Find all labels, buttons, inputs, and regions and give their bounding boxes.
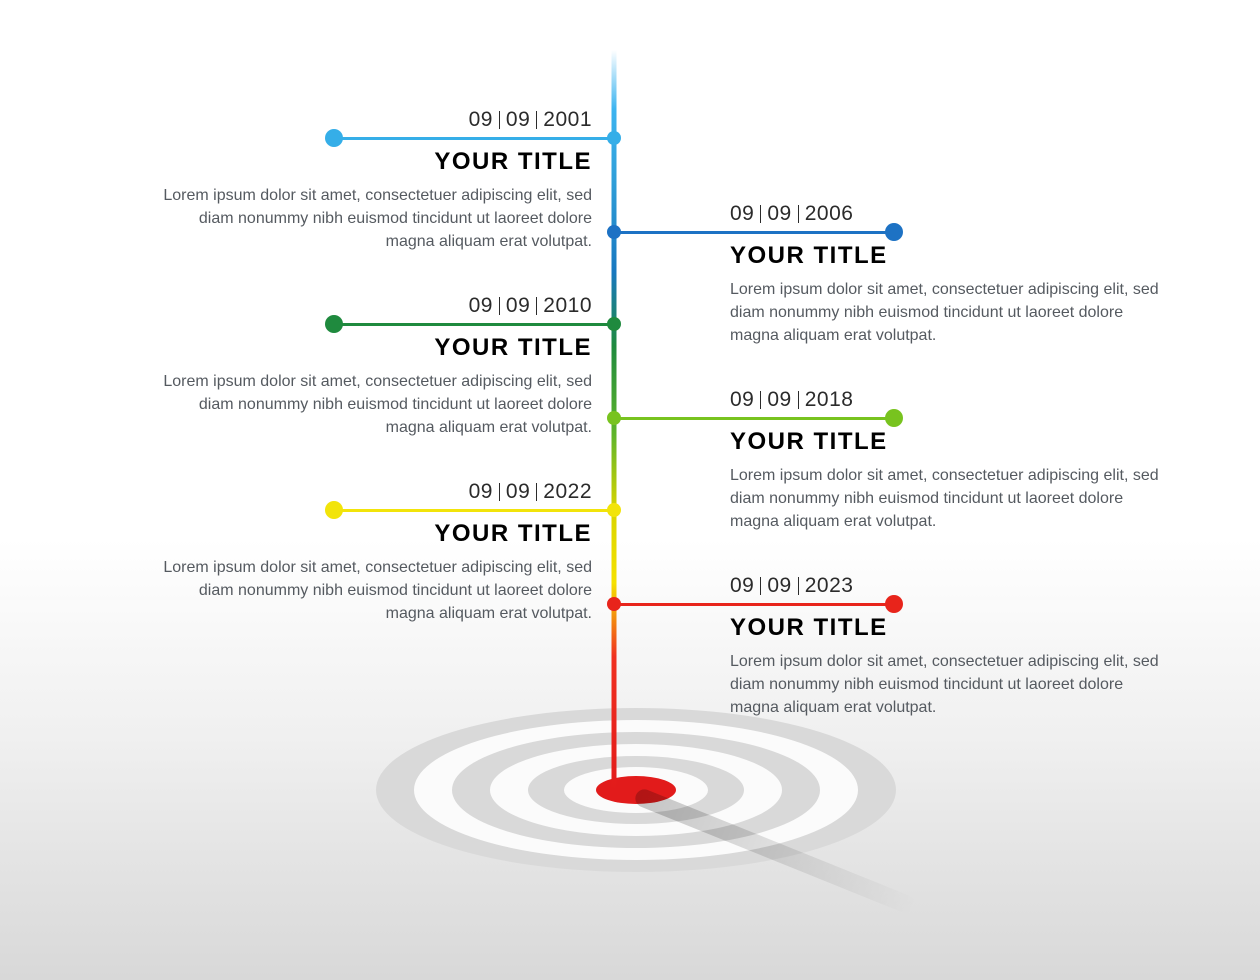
entry-title: YOUR TITLE: [730, 242, 1170, 270]
entry-title: YOUR TITLE: [152, 148, 592, 176]
entry-date-day: 09: [469, 294, 493, 317]
entry-date-day: 09: [730, 388, 754, 411]
date-separator-icon: [536, 297, 537, 315]
entry-description: Lorem ipsum dolor sit amet, consectetuer…: [730, 464, 1170, 534]
date-separator-icon: [798, 391, 799, 409]
entry-date: 09 09 2001: [152, 108, 592, 138]
entry-description: Lorem ipsum dolor sit amet, consectetuer…: [730, 650, 1170, 720]
entry-date: 09 09 2006: [730, 202, 1170, 232]
date-separator-icon: [499, 297, 500, 315]
entry-date-day: 09: [730, 574, 754, 597]
entry-date-day: 09: [469, 480, 493, 503]
date-separator-icon: [760, 577, 761, 595]
entry-date: 09 09 2023: [730, 574, 1170, 604]
date-separator-icon: [760, 391, 761, 409]
entry-title: YOUR TITLE: [730, 428, 1170, 456]
date-separator-icon: [536, 111, 537, 129]
entry-description: Lorem ipsum dolor sit amet, consectetuer…: [730, 278, 1170, 348]
timeline-entry: 09 09 2022 YOUR TITLE Lorem ipsum dolor sit …: [152, 480, 592, 626]
timeline-entry: 09 09 2018 YOUR TITLE Lorem ipsum dolor sit …: [730, 388, 1170, 534]
entry-description: Lorem ipsum dolor sit amet, consectetuer…: [152, 370, 592, 440]
date-separator-icon: [536, 483, 537, 501]
timeline-infographic: 09 09 2001 YOUR TITLE Lorem ipsum dolor sit …: [0, 0, 1260, 980]
entry-date: 09 09 2022: [152, 480, 592, 510]
entry-date-year: 2001: [543, 108, 592, 131]
entry-description: Lorem ipsum dolor sit amet, consectetuer…: [152, 556, 592, 626]
entry-date-year: 2023: [805, 574, 854, 597]
entry-title: YOUR TITLE: [730, 614, 1170, 642]
timeline-entry: 09 09 2010 YOUR TITLE Lorem ipsum dolor sit …: [152, 294, 592, 440]
date-separator-icon: [760, 205, 761, 223]
entry-date-month: 09: [767, 388, 791, 411]
timeline-entry: 09 09 2001 YOUR TITLE Lorem ipsum dolor sit …: [152, 108, 592, 254]
timeline-entry: 09 09 2006 YOUR TITLE Lorem ipsum dolor sit …: [730, 202, 1170, 348]
entry-date-month: 09: [506, 294, 530, 317]
date-separator-icon: [798, 577, 799, 595]
entry-date-day: 09: [730, 202, 754, 225]
entry-title: YOUR TITLE: [152, 520, 592, 548]
timeline-entry: 09 09 2023 YOUR TITLE Lorem ipsum dolor sit …: [730, 574, 1170, 720]
entry-date-month: 09: [767, 202, 791, 225]
entry-date-day: 09: [469, 108, 493, 131]
entry-title: YOUR TITLE: [152, 334, 592, 362]
entry-description: Lorem ipsum dolor sit amet, consectetuer…: [152, 184, 592, 254]
entry-date: 09 09 2010: [152, 294, 592, 324]
entry-date-year: 2010: [543, 294, 592, 317]
entry-date: 09 09 2018: [730, 388, 1170, 418]
entry-date-year: 2018: [805, 388, 854, 411]
entry-date-year: 2022: [543, 480, 592, 503]
date-separator-icon: [499, 483, 500, 501]
entry-date-month: 09: [506, 108, 530, 131]
date-separator-icon: [499, 111, 500, 129]
entry-date-month: 09: [767, 574, 791, 597]
entry-date-year: 2006: [805, 202, 854, 225]
date-separator-icon: [798, 205, 799, 223]
entry-date-month: 09: [506, 480, 530, 503]
